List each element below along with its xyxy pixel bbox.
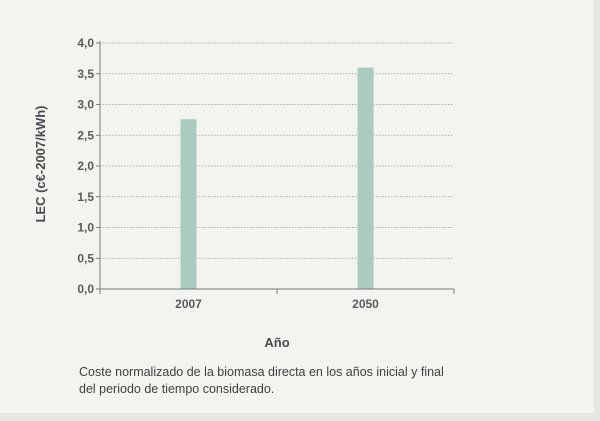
x-tick-label: 2007 xyxy=(175,297,202,311)
y-tick-label: 1,5 xyxy=(77,190,94,204)
y-axis-title: LEC (c€-2007/kWh) xyxy=(33,105,48,222)
bar-2050 xyxy=(357,67,374,289)
bars xyxy=(180,67,374,289)
y-tick-labels: 0,0 0,5 1,0 1,5 2,0 2,5 3,0 3,5 4,0 xyxy=(77,36,94,296)
bar-2007 xyxy=(180,119,197,289)
caption-line-2: del periodo de tiempo considerado. xyxy=(79,382,275,396)
y-tick-label: 3,5 xyxy=(77,67,94,81)
y-tick-label: 2,5 xyxy=(77,128,94,142)
grid-lines xyxy=(100,42,454,259)
y-tick-label: 4,0 xyxy=(77,36,94,50)
bar-chart: 0,0 0,5 1,0 1,5 2,0 2,5 3,0 3,5 4,0 2007 2050 LEC… xyxy=(33,36,455,350)
y-tick-label: 0,5 xyxy=(77,251,94,265)
x-axis-title: Año xyxy=(264,335,289,350)
axes xyxy=(96,41,455,294)
y-tick-label: 2,0 xyxy=(77,159,94,173)
y-tick-label: 1,0 xyxy=(77,221,94,235)
figure-caption: Coste normalizado de la biomasa directa … xyxy=(79,364,499,398)
caption-line-1: Coste normalizado de la biomasa directa … xyxy=(79,365,444,379)
x-tick-label: 2050 xyxy=(352,297,379,311)
y-tick-label: 3,0 xyxy=(77,98,94,112)
figure-panel: 0,0 0,5 1,0 1,5 2,0 2,5 3,0 3,5 4,0 2007 2050 LEC… xyxy=(0,0,594,413)
x-tick-labels: 2007 2050 xyxy=(175,297,379,311)
y-tick-label: 0,0 xyxy=(77,282,94,296)
